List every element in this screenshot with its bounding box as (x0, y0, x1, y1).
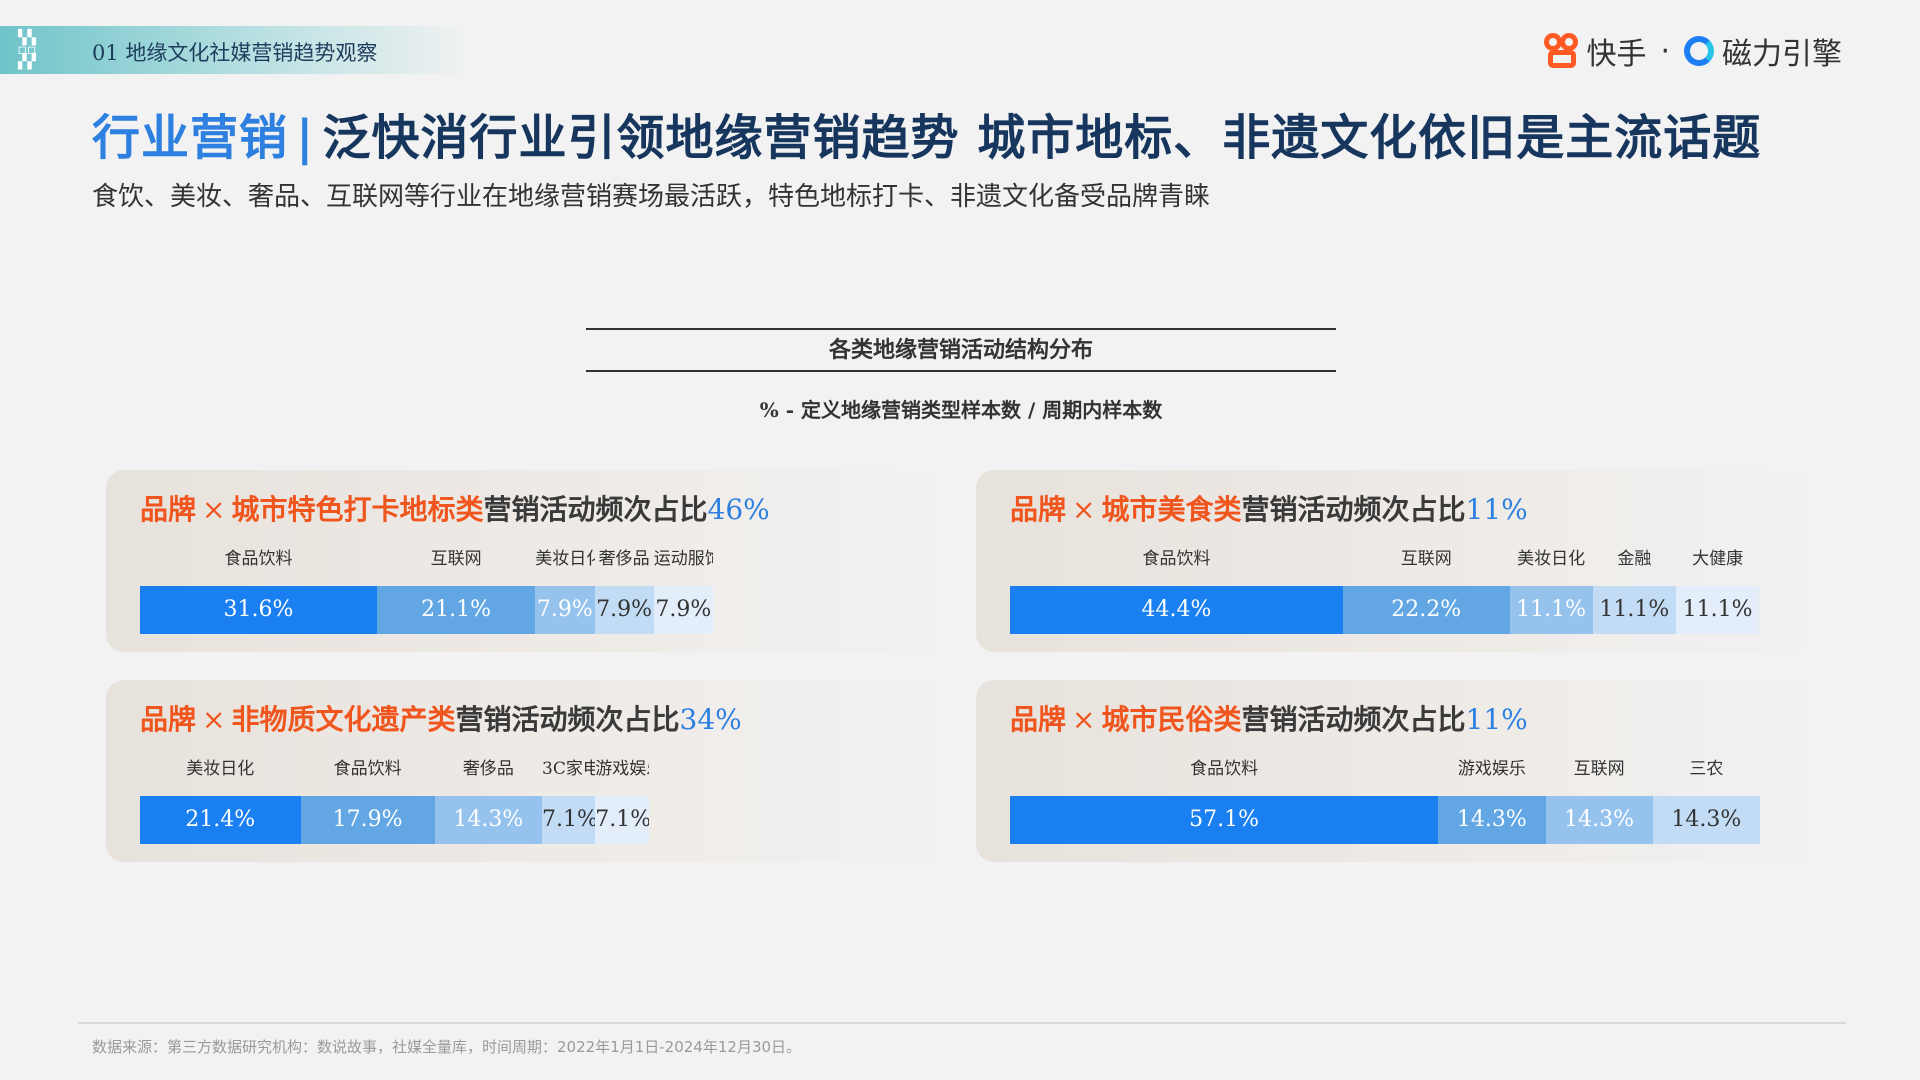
bar-segment: 7.9% (594, 586, 654, 634)
bar-segment: 31.6% (140, 586, 377, 634)
chart-title-percent: 11% (1465, 493, 1528, 526)
category-label: 游戏娱乐 (595, 759, 648, 779)
bar-segment: 22.2% (1343, 586, 1510, 634)
page-title-category: 行业营销 (92, 110, 289, 166)
section-tag: ▚▚ ◻◻ ▞▞ 01 地缘文化社媒营销趋势观察 (0, 26, 470, 74)
category-labels: 食品饮料 互联网 美妆日化奢侈品运动服饰 (140, 544, 890, 576)
category-labels: 美妆日化 食品饮料 奢侈品 3C家电游戏娱乐 (140, 754, 890, 786)
category-labels: 食品饮料 游戏娱乐 互联网 三农 (1010, 754, 1760, 786)
bar-segment: 11.1% (1676, 586, 1760, 634)
bar-segment: 17.9% (300, 796, 435, 844)
chart-title-percent: 11% (1465, 703, 1528, 736)
category-label: 金融 (1617, 549, 1652, 569)
category-label: 美妆日化 (535, 549, 594, 569)
page-title: 行业营销 | 泛快消行业引领地缘营销趋势 城市地标、非遗文化依旧是主流话题 (92, 98, 1761, 168)
bar-segment: 21.1% (377, 586, 536, 634)
kuaishou-logo-icon (1544, 33, 1579, 69)
page-title-main: 泛快消行业引领地缘营销趋势 城市地标、非遗文化依旧是主流话题 (322, 110, 1762, 166)
bar-segment: 7.1% (595, 796, 649, 844)
chart-section-title: 各类地缘营销活动结构分布 (586, 328, 1336, 372)
chart-panel-heritage: 品牌 × 非物质文化遗产类营销活动频次占比34% 美妆日化 食品饮料 奢侈品 3C家电 游戏娱… (106, 680, 966, 862)
chart-title-text: 营销活动频次占比 (1241, 493, 1466, 526)
category-label: 运动服饰 (653, 549, 713, 569)
category-label: 食品饮料 (1190, 759, 1259, 779)
category-label: 三农 (1689, 759, 1724, 779)
chart-title-times: × (1072, 703, 1096, 736)
chart-panel-food: 品牌 × 城市美食类营销活动频次占比11% 食品饮料 互联网 美妆日化 金融 大健康 44.4%… (976, 470, 1836, 652)
chart-title-text: 营销活动频次占比 (483, 493, 708, 526)
category-label: 大健康 (1692, 549, 1744, 569)
category-label: 食品饮料 (333, 759, 402, 779)
category-label: 美妆日化 (186, 759, 255, 779)
chart-title-text: 营销活动频次占比 (455, 703, 680, 736)
bar-segment: 14.3% (434, 796, 542, 844)
category-label: 食品饮料 (224, 549, 293, 569)
stacked-bar: 57.1% 14.3% 14.3% 14.3% (1010, 796, 1760, 844)
bar-segment: 11.1% (1509, 586, 1593, 634)
category-label: 互联网 (1573, 759, 1625, 779)
chart-title-brand: 品牌 (1010, 493, 1067, 526)
footer-divider (78, 1022, 1846, 1024)
category-label: 美妆日化 (1517, 549, 1586, 569)
bar-segment: 14.3% (1652, 796, 1760, 844)
bar-segment: 7.9% (653, 586, 713, 634)
category-label: 奢侈品 (462, 759, 514, 779)
stacked-bar-chart: 食品饮料互联网美妆日化奢侈品运动服饰31.6%21.1%7.9%7.9%7.9% (140, 544, 890, 634)
chart-section-note: % - 定义地缘营销类型样本数 / 周期内样本数 (759, 398, 1163, 422)
category-label: 食品饮料 (1142, 549, 1211, 569)
bar-segment: 14.3% (1545, 796, 1653, 844)
stacked-bar-chart: 美妆日化食品饮料奢侈品3C家电游戏娱乐21.4%17.9%14.3%7.1%7.… (140, 754, 890, 844)
kuaishou-brand-text: 快手 (1586, 37, 1647, 72)
chart-title-topic: 城市美食类 (1101, 493, 1242, 526)
bar-segment: 21.4% (140, 796, 301, 844)
category-label: 游戏娱乐 (1457, 759, 1526, 779)
category-label: 互联网 (430, 549, 482, 569)
chart-title: 品牌 × 城市美食类营销活动频次占比11% (1010, 488, 1528, 528)
bar-segment: 57.1% (1010, 796, 1439, 844)
chart-title-brand: 品牌 (140, 703, 197, 736)
chart-title-topic: 城市特色打卡地标类 (231, 493, 484, 526)
bar-segment: 7.1% (542, 796, 596, 844)
chart-title-times: × (202, 703, 226, 736)
stacked-bar: 44.4% 22.2% 11.1% 11.1% 11.1% (1010, 586, 1760, 634)
cili-brand-text: 磁力引擎 (1722, 37, 1842, 72)
bar-segment: 44.4% (1010, 586, 1343, 634)
stacked-bar-chart: 食品饮料 互联网 美妆日化 金融 大健康 44.4% 22.2% 11.1% 11.1% 11.1… (1010, 544, 1760, 634)
chart-title: 品牌 × 非物质文化遗产类营销活动频次占比34% (140, 698, 742, 738)
chart-title-brand: 品牌 (140, 493, 197, 526)
chart-title: 品牌 × 城市特色打卡地标类营销活动频次占比46% (140, 488, 770, 528)
bar-segment: 14.3% (1438, 796, 1546, 844)
chart-title-percent: 46% (707, 493, 770, 526)
category-labels: 食品饮料 互联网 美妆日化 金融 大健康 (1010, 544, 1760, 576)
section-icon: ▚▚ ◻◻ ▞▞ (18, 30, 37, 70)
chart-title-times: × (202, 493, 226, 526)
chart-title-percent: 34% (679, 703, 742, 736)
stacked-bar: 21.4% 17.9% 14.3% 7.1% 7.1% (140, 796, 890, 844)
stacked-bar: 31.6% 21.1% 7.9% 7.9% 7.9% (140, 586, 890, 634)
category-label: 3C家电 (542, 759, 596, 779)
bar-segment: 11.1% (1592, 586, 1676, 634)
page-subtitle: 食饮、美妆、奢品、互联网等行业在地缘营销赛场最活跃，特色地标打卡、非遗文化备受品… (92, 182, 1211, 212)
brand-separator: · (1660, 33, 1670, 69)
brand-logos: 快手 · 磁力引擎 (1544, 28, 1842, 74)
page-title-separator: | (296, 110, 315, 166)
bar-segment: 7.9% (535, 586, 595, 634)
chart-title-text: 营销活动频次占比 (1241, 703, 1466, 736)
chart-title-brand: 品牌 (1010, 703, 1067, 736)
chart-title-topic: 非物质文化遗产类 (231, 703, 456, 736)
chart-title-topic: 城市民俗类 (1101, 703, 1242, 736)
category-label: 奢侈品 (598, 549, 650, 569)
chart-title-times: × (1072, 493, 1096, 526)
section-tag-label: 01 地缘文化社媒营销趋势观察 (92, 41, 378, 65)
cili-logo-icon (1684, 36, 1714, 66)
category-label: 互联网 (1400, 549, 1452, 569)
chart-title: 品牌 × 城市民俗类营销活动频次占比11% (1010, 698, 1528, 738)
footer-source: 数据来源：第三方数据研究机构：数说故事，社媒全量库，时间周期：2022年1月1日… (92, 1038, 802, 1056)
chart-panel-folk: 品牌 × 城市民俗类营销活动频次占比11% 食品饮料 游戏娱乐 互联网 三农 57.1% 14.… (976, 680, 1836, 862)
stacked-bar-chart: 食品饮料 游戏娱乐 互联网 三农 57.1% 14.3% 14.3% 14.3% (1010, 754, 1760, 844)
chart-panel-landmark: 品牌×城市特色打卡地标类营销活动频次占比46% 食品饮料 互联网 美妆日化奢侈品运动服… (106, 470, 966, 652)
